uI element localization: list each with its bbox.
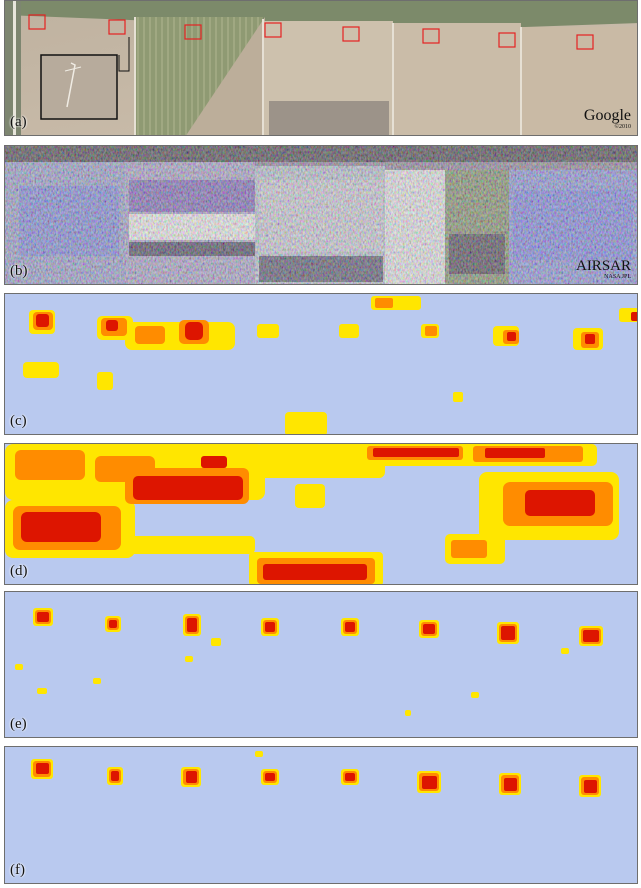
panel-label: (c) bbox=[10, 413, 27, 429]
image-credit: AIRSAR NASA JPL bbox=[575, 258, 631, 281]
detection-map-f bbox=[5, 747, 637, 883]
detection-map-d bbox=[5, 444, 637, 584]
panel-label: (e) bbox=[10, 716, 27, 732]
panel-d-detection-map: (d) bbox=[4, 443, 638, 585]
credit-year: ©2010 bbox=[614, 124, 631, 130]
panel-label: (f) bbox=[10, 862, 25, 878]
detection-map-e bbox=[5, 592, 637, 737]
panel-b-sar-image: (b) AIRSAR NASA JPL bbox=[4, 145, 638, 285]
panel-label: (d) bbox=[10, 563, 28, 579]
panel-a-optical-image: (a) Google ©2010 bbox=[4, 0, 638, 136]
optical-field-image bbox=[5, 1, 637, 135]
panel-label: (b) bbox=[10, 263, 28, 279]
panel-e-detection-map: (e) bbox=[4, 591, 638, 738]
panel-label: (a) bbox=[10, 114, 27, 130]
image-credit: Google ©2010 bbox=[583, 107, 631, 131]
panel-c-detection-map: (c) bbox=[4, 293, 638, 435]
credit-name: AIRSAR bbox=[575, 258, 631, 274]
zoom-inset bbox=[40, 54, 118, 120]
credit-name: Google bbox=[583, 107, 631, 124]
panel-f-detection-map: (f) bbox=[4, 746, 638, 884]
sar-image bbox=[5, 146, 637, 284]
detection-map-c bbox=[5, 294, 637, 434]
target-boxes bbox=[28, 14, 594, 50]
credit-source: NASA JPL bbox=[604, 274, 631, 280]
